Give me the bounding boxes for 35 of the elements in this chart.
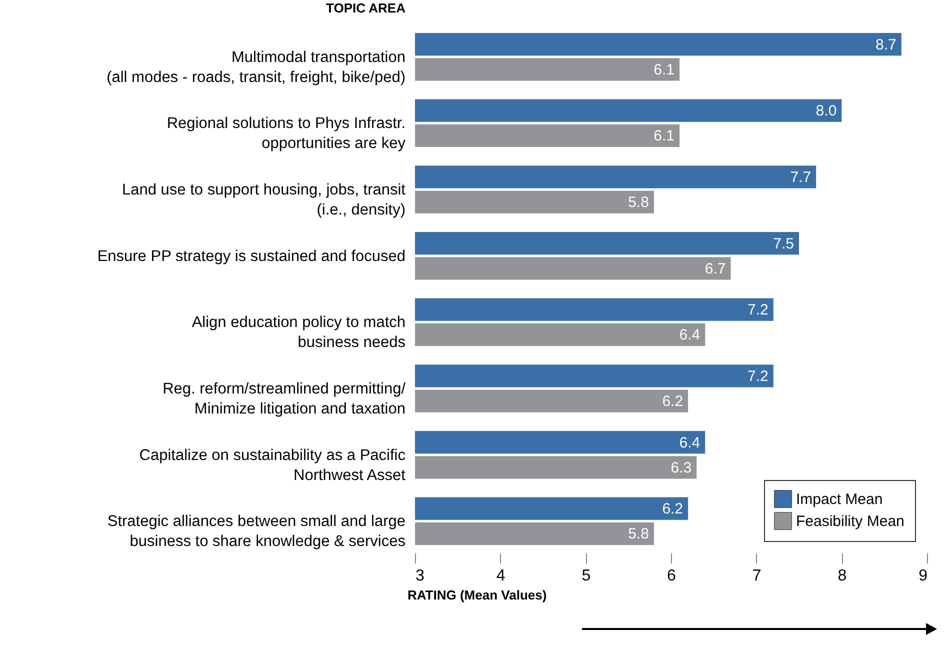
y-tick-label: Capitalize on sustainability as a Pacific Northwest Asset <box>139 446 406 484</box>
data-label: 6.4 <box>679 326 700 344</box>
data-label: 5.8 <box>628 194 649 212</box>
data-label: 6.4 <box>679 434 700 452</box>
legend-label: Feasibility Mean <box>796 513 904 530</box>
data-label: 7.2 <box>748 302 768 319</box>
data-label: 6.3 <box>670 459 692 476</box>
x-tick-label: 5 <box>582 568 591 584</box>
y-tick-label: Multimodal transportation (all modes - roads, transit, freight, bike/ped) <box>106 48 406 86</box>
y-tick-label: Align education policy to match business needs <box>192 314 406 352</box>
data-label: 8.7 <box>876 36 896 54</box>
legend-label: Impact Mean <box>796 491 883 508</box>
data-label: 7.5 <box>773 235 794 252</box>
x-axis-title: RATING (Mean Values) <box>408 588 547 602</box>
data-label: 6.1 <box>654 61 675 78</box>
data-label: 6.1 <box>654 128 675 145</box>
y-tick-label: Ensure PP strategy is sustained and focused <box>97 248 406 265</box>
x-tick-label: 6 <box>667 568 676 584</box>
y-tick-label: Land use to support housing, jobs, transit (i.e., density) <box>122 182 406 219</box>
x-tick-label: 8 <box>838 568 847 584</box>
data-label: 7.2 <box>748 368 768 385</box>
y-tick-label: Reg. reform/streamlined permitting/ Minimize litigation and taxation <box>162 380 406 418</box>
y-tick-label: Strategic alliances between small and large business to share knowledge & services <box>107 513 406 550</box>
data-label: 6.2 <box>662 393 684 410</box>
x-tick-label: 7 <box>752 568 762 584</box>
data-label: 8.0 <box>816 102 837 120</box>
x-tick-label: 3 <box>416 568 424 584</box>
data-label: 5.8 <box>628 526 649 543</box>
y-tick-label: Regional solutions to Phys Infrastr. opportunities are key <box>166 115 406 152</box>
x-tick-label: 4 <box>496 568 506 584</box>
data-label: 6.7 <box>704 260 726 278</box>
data-label: 6.2 <box>662 500 684 518</box>
data-label: 7.7 <box>790 168 812 186</box>
y-axis-title: TOPIC AREA <box>326 0 406 16</box>
x-tick-label: 9 <box>918 568 928 584</box>
